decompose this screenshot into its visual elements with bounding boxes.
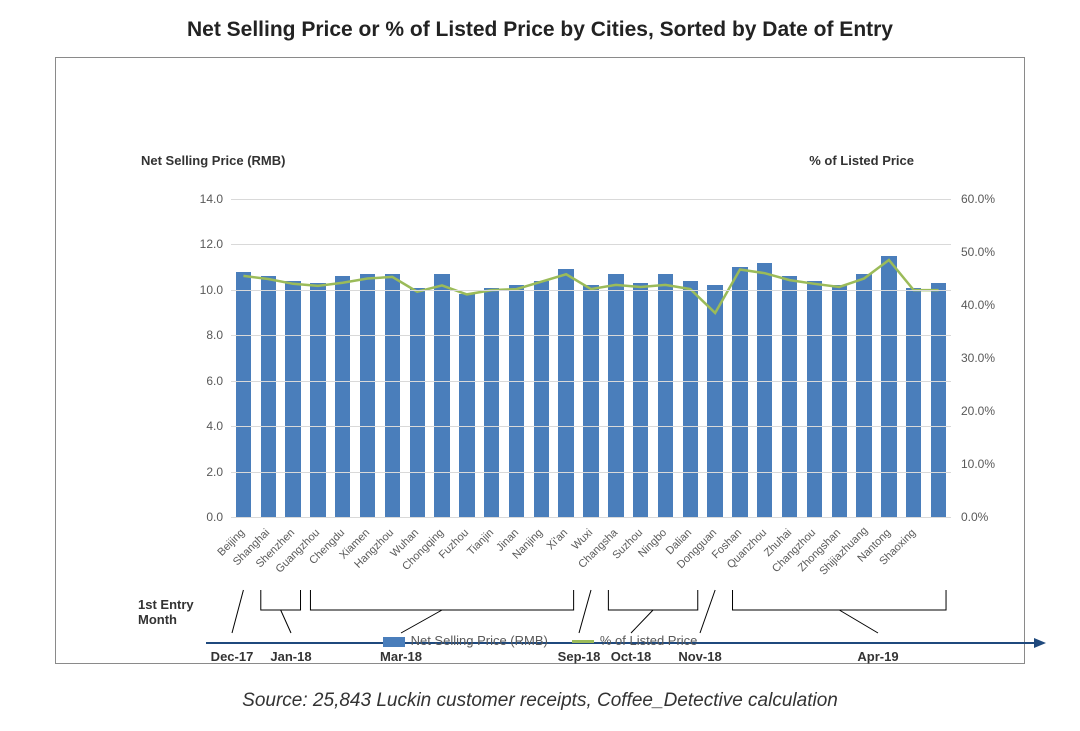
gridline <box>231 290 951 291</box>
gridline <box>231 381 951 382</box>
legend-label: % of Listed Price <box>600 633 698 648</box>
ytick-left: 12.0 <box>200 237 223 251</box>
chart-title: Net Selling Price or % of Listed Price b… <box>0 0 1080 42</box>
ytick-left: 14.0 <box>200 192 223 206</box>
gridline <box>231 426 951 427</box>
ytick-left: 2.0 <box>206 465 223 479</box>
source-text: Source: 25,843 Luckin customer receipts,… <box>0 690 1080 712</box>
timeline-bracket <box>310 590 573 633</box>
timeline-bracket <box>232 590 243 633</box>
gridline <box>231 472 951 473</box>
ytick-right: 60.0% <box>961 192 995 206</box>
timeline: Dec-17 Jan-18 Mar-18 Sep-18 Oct-18 Nov-18 Apr-… <box>206 588 1046 668</box>
ytick-left: 0.0 <box>206 510 223 524</box>
gridline <box>231 199 951 200</box>
chart-frame: Net Selling Price (RMB) % of Listed Pric… <box>55 57 1025 664</box>
timeline-label: Apr-19 <box>857 649 898 664</box>
plot-area: 0.02.04.06.08.010.012.014.00.0%10.0%20.0… <box>231 199 951 517</box>
timeline-bracket <box>579 590 591 633</box>
timeline-label: Jan-18 <box>270 649 311 664</box>
legend-label: Net Selling Price (RMB) <box>411 633 548 648</box>
ytick-right: 0.0% <box>961 510 988 524</box>
timeline-bracket <box>700 590 715 633</box>
ytick-left: 8.0 <box>206 328 223 342</box>
timeline-label: Oct-18 <box>611 649 651 664</box>
ytick-right: 40.0% <box>961 298 995 312</box>
entry-month-label: 1st EntryMonth <box>138 598 194 628</box>
ytick-right: 30.0% <box>961 351 995 365</box>
gridline <box>231 244 951 245</box>
line-layer <box>231 199 951 517</box>
timeline-label: Sep-18 <box>558 649 601 664</box>
timeline-label: Mar-18 <box>380 649 422 664</box>
gridline <box>231 335 951 336</box>
y-axis-left-title: Net Selling Price (RMB) <box>141 153 285 168</box>
timeline-bracket <box>261 590 301 633</box>
ytick-right: 20.0% <box>961 404 995 418</box>
y-axis-right-title: % of Listed Price <box>809 153 914 168</box>
line-swatch-icon <box>572 640 594 643</box>
timeline-bracket <box>733 590 947 633</box>
timeline-label: Dec-17 <box>211 649 254 664</box>
ytick-left: 4.0 <box>206 419 223 433</box>
ytick-right: 10.0% <box>961 457 995 471</box>
legend: Net Selling Price (RMB) % of Listed Price <box>56 633 1024 648</box>
bar-swatch-icon <box>383 637 405 647</box>
ytick-left: 6.0 <box>206 374 223 388</box>
gridline <box>231 517 951 518</box>
ytick-left: 10.0 <box>200 283 223 297</box>
legend-item: Net Selling Price (RMB) <box>383 633 548 648</box>
legend-item: % of Listed Price <box>572 633 698 648</box>
timeline-label: Nov-18 <box>678 649 721 664</box>
pct-line <box>243 260 938 313</box>
timeline-bracket <box>608 590 697 633</box>
ytick-right: 50.0% <box>961 245 995 259</box>
